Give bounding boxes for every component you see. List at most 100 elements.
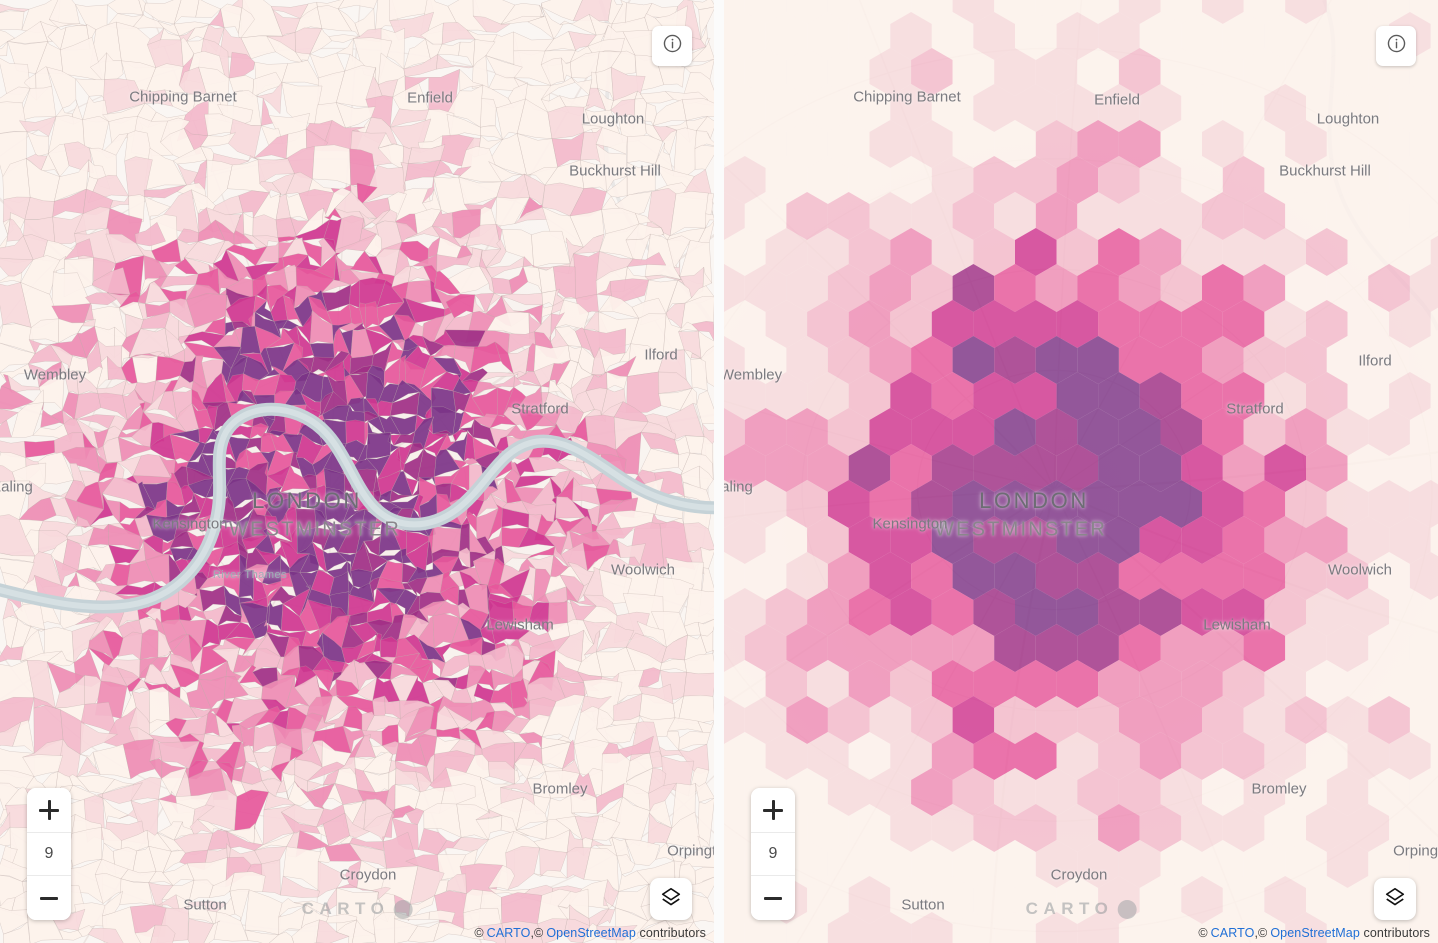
hexagon-bin: [890, 372, 932, 420]
hexagon-bin: [1326, 768, 1369, 816]
hexagon-bin: [869, 408, 912, 456]
attribution-separator: ,: [1254, 926, 1259, 940]
hexagon-bin: [807, 372, 849, 420]
hexagon-bin: [1098, 660, 1140, 708]
hexagon-bin: [1347, 516, 1390, 564]
hexagon-bin: [1389, 444, 1431, 492]
hexagon-bin: [1139, 372, 1182, 420]
hexagon-bin: [952, 768, 995, 816]
hexagon-bin: [765, 660, 808, 708]
zoom-level-display: 9: [27, 832, 71, 876]
hexagon-bin: [890, 228, 932, 276]
hexagon-bin: [1243, 552, 1286, 600]
hexagon-bin: [1243, 48, 1286, 96]
hexagon-bin: [911, 264, 953, 312]
hexagon-bin: [1409, 696, 1438, 744]
hexagon-bin: [1015, 300, 1057, 348]
hexagon-bin: [1035, 336, 1078, 384]
hexagon-bin: [1368, 192, 1410, 240]
osm-attribution-link[interactable]: OpenStreetMap: [546, 926, 636, 940]
hexagon-bin: [1160, 120, 1202, 168]
hexagon-bin: [952, 120, 995, 168]
hexagon-bin: [952, 336, 995, 384]
hexagon-bin: [744, 624, 787, 672]
hexagon-bin: [869, 552, 912, 600]
hexagon-bin: [848, 444, 891, 492]
hexagon-bin: [1015, 372, 1057, 420]
hexagon-bin: [1347, 444, 1390, 492]
hexagon-bin: [1118, 552, 1161, 600]
hexagon-bin: [1077, 480, 1119, 528]
zoom-in-button[interactable]: [27, 788, 71, 832]
hexagon-bin: [1015, 876, 1057, 924]
hexagon-bin: [848, 372, 891, 420]
hexagon-bin: [827, 696, 870, 744]
info-button[interactable]: [1376, 26, 1416, 66]
layers-button[interactable]: [1374, 878, 1416, 920]
hexagon-bin: [848, 732, 891, 780]
hexagon-bin: [1015, 732, 1057, 780]
hexagon-bin: [1015, 228, 1057, 276]
hexagon-bin: [911, 840, 953, 888]
hexagon-bin: [1285, 768, 1327, 816]
hexagon-bin: [1222, 84, 1265, 132]
hexagon-bin: [1202, 912, 1244, 943]
hexagon-bin: [1389, 84, 1431, 132]
hexagon-bin: [1430, 667, 1438, 701]
hexagon-bin: [994, 336, 1036, 384]
copyright-mark-carto: ©: [474, 926, 484, 940]
hexagon-bin: [786, 840, 828, 888]
layers-button[interactable]: [650, 878, 692, 920]
zoom-control[interactable]: 9: [27, 788, 71, 920]
hexagon-bin: [786, 408, 828, 456]
zoom-control[interactable]: 9: [751, 788, 795, 920]
hexagon-bin: [1264, 876, 1306, 924]
hexagon-bin: [1139, 588, 1182, 636]
carto-attribution-link[interactable]: CARTO: [1210, 926, 1255, 940]
carto-attribution-link[interactable]: CARTO: [486, 926, 531, 940]
hexagon-bin: [1202, 840, 1244, 888]
hexagon-bin: [724, 84, 766, 132]
hexagon-bin: [724, 228, 766, 276]
hexagon-bin: [1015, 588, 1057, 636]
choropleth-polygon: [617, 540, 646, 566]
hexagon-bin: [786, 696, 828, 744]
hexagon-bin: [890, 588, 932, 636]
hexagon-bin: [1389, 804, 1431, 852]
hexagon-bin: [1368, 408, 1410, 456]
hexagon-bin: [1285, 480, 1327, 528]
hexagon-bin: [724, 696, 745, 744]
hexagon-bin: [1368, 336, 1410, 384]
hexagon-bin: [786, 480, 828, 528]
hexagon-bin: [724, 372, 766, 420]
copyright-mark-osm: ©: [1258, 926, 1268, 940]
hexagon-bin: [973, 588, 1015, 636]
zoom-out-button[interactable]: [27, 876, 71, 920]
zoom-level-display: 9: [751, 832, 795, 876]
choropleth-polygon: [3, 921, 31, 943]
hexagon-bin: [952, 48, 995, 96]
hexagon-bin: [1389, 732, 1431, 780]
hexagon-bin: [1264, 732, 1306, 780]
hexagon-bin: [786, 264, 828, 312]
hexagon-bin: [1098, 156, 1140, 204]
hexagon-bin: [807, 516, 849, 564]
hexagon-bin: [1326, 696, 1369, 744]
hexagon-bin: [1160, 624, 1202, 672]
hexagon-bin: [1326, 552, 1369, 600]
hexagon-bin: [1098, 444, 1140, 492]
hexagon-bin: [1160, 336, 1202, 384]
map-panel-right[interactable]: Chipping Barnet Enfield Loughton Buckhurst …: [724, 0, 1438, 943]
info-button[interactable]: [652, 26, 692, 66]
osm-attribution-link[interactable]: OpenStreetMap: [1270, 926, 1360, 940]
hexagon-bin: [1160, 912, 1202, 943]
hexagon-bin: [827, 336, 870, 384]
zoom-out-button[interactable]: [751, 876, 795, 920]
zoom-in-button[interactable]: [751, 788, 795, 832]
map-panel-left[interactable]: Chipping Barnet Enfield Loughton Buckhurst …: [0, 0, 714, 943]
hexagon-bin: [890, 732, 932, 780]
hexagon-bin: [1181, 228, 1223, 276]
hexagon-bin: [994, 912, 1036, 943]
hexagon-bin: [1202, 0, 1244, 24]
hexagon-bin: [1118, 768, 1161, 816]
